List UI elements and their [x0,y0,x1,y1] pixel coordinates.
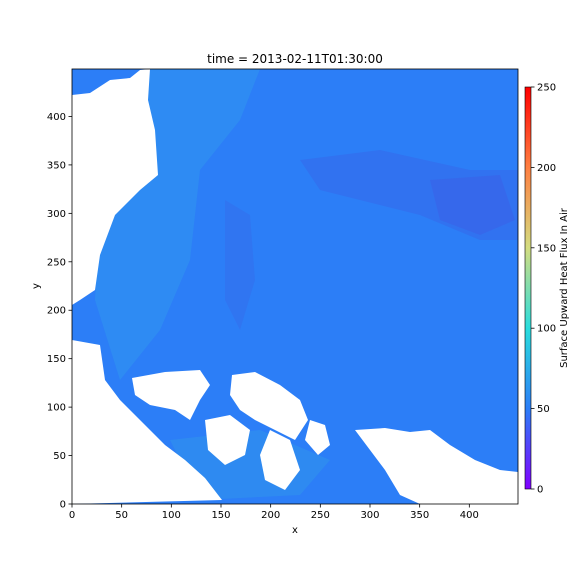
x-tick-label: 200 [261,510,280,521]
y-tick-label: 50 [53,451,66,462]
colorbar-ticks: 0 50 100 150 200 250 [531,83,556,496]
colorbar-tick-label: 50 [537,404,550,415]
x-tick-label: 350 [410,510,429,521]
x-axis-ticks: 0 50 100 150 200 250 300 350 400 [69,504,479,521]
land-island-5 [305,420,330,455]
field-patch-dark-3 [225,200,255,330]
y-tick-label: 400 [47,112,66,123]
field-patch-light [95,69,260,380]
heatmap-field [72,69,518,504]
colorbar-tick-label: 200 [537,163,556,174]
land-island-1 [132,370,210,420]
y-tick-label: 250 [47,257,66,268]
colorbar-label: Surface Upward Heat Flux In Air [559,207,570,368]
x-tick-label: 300 [360,510,379,521]
land-island-4 [260,430,300,490]
field-patch-dark-2 [430,175,515,235]
colorbar-tick-label: 250 [537,83,556,94]
colorbar-tick-label: 100 [537,324,556,335]
x-tick-label: 50 [115,510,128,521]
x-axis-label: x [292,525,298,536]
y-tick-label: 300 [47,209,66,220]
y-tick-label: 350 [47,160,66,171]
land-west [72,69,158,305]
plot-frame [71,68,519,505]
y-tick-label: 150 [47,354,66,365]
x-tick-label: 150 [211,510,230,521]
land-island-3 [205,415,250,465]
y-axis-ticks: 0 50 100 150 200 250 300 350 400 [47,112,72,511]
land-island-7 [450,470,485,498]
land-southwest [72,340,222,504]
colorbar [524,86,532,490]
colorbar-tick-label: 150 [537,243,556,254]
y-tick-label: 0 [60,500,66,511]
land-island-2 [230,372,308,440]
colorbar-tick-label: 0 [537,485,543,496]
y-tick-label: 100 [47,403,66,414]
x-tick-label: 400 [460,510,479,521]
y-tick-label: 200 [47,306,66,317]
x-tick-label: 100 [162,510,181,521]
x-tick-label: 250 [311,510,330,521]
chart-title: time = 2013-02-11T01:30:00 [207,52,383,66]
y-axis-label: y [31,283,42,289]
x-tick-label: 0 [69,510,75,521]
